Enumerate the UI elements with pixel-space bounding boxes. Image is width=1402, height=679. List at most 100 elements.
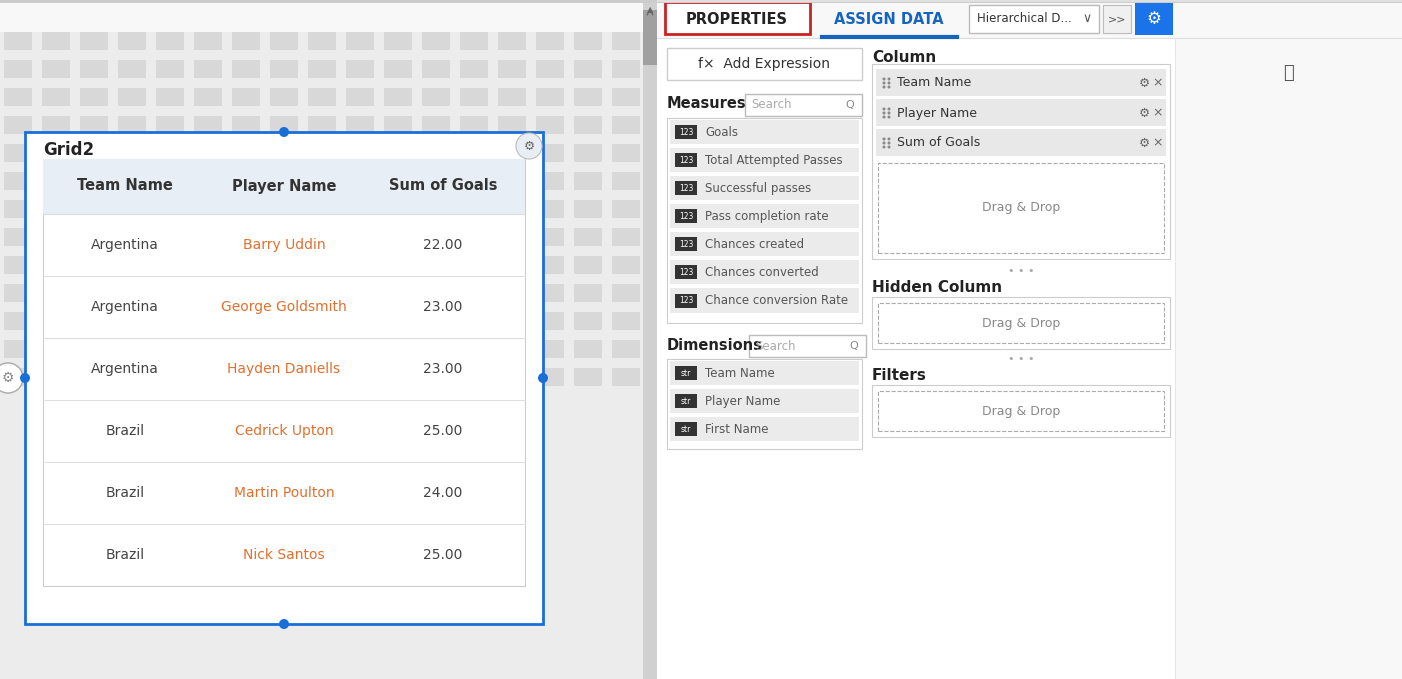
Text: Team Name: Team Name (897, 77, 972, 90)
Bar (42, 284, 70, 302)
Bar (80, 60, 108, 78)
Circle shape (887, 81, 890, 84)
Bar (878, 4, 906, 22)
Bar (651, 368, 679, 386)
Bar (156, 312, 184, 330)
Bar (573, 284, 601, 302)
Bar (840, 116, 868, 134)
Bar (346, 116, 374, 134)
Text: 123: 123 (679, 212, 693, 221)
Bar (764, 340, 792, 358)
Bar (4, 200, 32, 218)
Bar (308, 256, 336, 274)
Bar (118, 284, 146, 302)
Text: 🗄: 🗄 (1283, 64, 1294, 82)
Text: 123: 123 (679, 155, 693, 165)
Bar (651, 200, 679, 218)
Bar (498, 340, 526, 358)
Bar (1175, 38, 1402, 679)
Bar (193, 228, 222, 246)
Bar (422, 88, 450, 106)
Bar (749, 335, 866, 357)
Bar (346, 228, 374, 246)
Bar (573, 32, 601, 50)
Bar (231, 340, 259, 358)
Bar (536, 88, 564, 106)
Bar (42, 200, 70, 218)
Bar (878, 256, 906, 274)
Text: 23.00: 23.00 (423, 362, 463, 376)
Bar (613, 32, 639, 50)
Bar (1136, 3, 1173, 35)
Text: f×  Add Expression: f× Add Expression (698, 57, 830, 71)
Bar (42, 32, 70, 50)
Bar (460, 368, 488, 386)
Bar (536, 116, 564, 134)
Bar (536, 172, 564, 190)
Bar (658, 0, 1402, 2)
Bar (42, 4, 70, 22)
Text: 23.00: 23.00 (423, 300, 463, 314)
Bar (651, 60, 679, 78)
Bar (308, 200, 336, 218)
Text: ⚙: ⚙ (523, 139, 534, 153)
Text: • • •: • • • (1008, 266, 1035, 276)
Bar (193, 284, 222, 302)
Bar (498, 284, 526, 302)
Bar (422, 32, 450, 50)
Text: 123: 123 (679, 296, 693, 305)
Bar (4, 172, 32, 190)
Bar (953, 256, 981, 274)
Bar (613, 60, 639, 78)
Bar (953, 144, 981, 162)
Bar (118, 200, 146, 218)
Bar (651, 284, 679, 302)
Text: ⚙: ⚙ (1138, 77, 1150, 90)
Bar (613, 200, 639, 218)
Bar (346, 340, 374, 358)
Bar (498, 312, 526, 330)
Bar (271, 256, 299, 274)
Bar (4, 228, 32, 246)
Bar (498, 368, 526, 386)
Bar (193, 116, 222, 134)
Bar (271, 60, 299, 78)
Bar (953, 116, 981, 134)
Bar (916, 368, 944, 386)
Bar (878, 144, 906, 162)
Text: ×: × (1152, 107, 1164, 120)
Bar (384, 340, 412, 358)
Bar (231, 172, 259, 190)
Bar (726, 284, 754, 302)
Bar (156, 368, 184, 386)
Bar (4, 368, 32, 386)
Bar (916, 32, 944, 50)
Bar (422, 116, 450, 134)
Text: Argentina: Argentina (91, 300, 158, 314)
Bar (498, 256, 526, 274)
Bar (651, 312, 679, 330)
Bar (42, 312, 70, 330)
Bar (802, 312, 830, 330)
Text: Hierarchical D...: Hierarchical D... (977, 12, 1071, 26)
Bar (840, 340, 868, 358)
Bar (384, 116, 412, 134)
Bar (969, 5, 1099, 33)
Text: Argentina: Argentina (91, 362, 158, 376)
Bar (764, 60, 792, 78)
Bar (422, 312, 450, 330)
Bar (878, 172, 906, 190)
Text: Chances created: Chances created (705, 238, 805, 251)
Bar (674, 125, 697, 139)
Bar (80, 256, 108, 274)
Bar (118, 172, 146, 190)
Bar (193, 256, 222, 274)
Bar (802, 116, 830, 134)
Bar (308, 172, 336, 190)
Bar (118, 256, 146, 274)
Bar (802, 172, 830, 190)
Bar (498, 88, 526, 106)
Bar (802, 4, 830, 22)
Bar (460, 200, 488, 218)
Bar (498, 200, 526, 218)
